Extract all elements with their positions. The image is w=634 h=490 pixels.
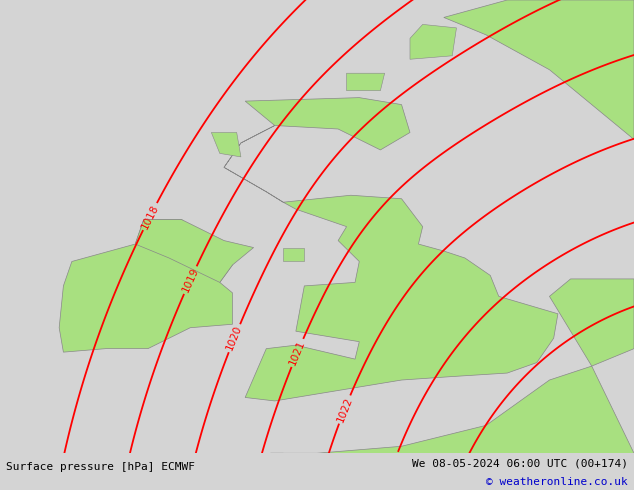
Polygon shape	[135, 220, 254, 282]
Text: © weatheronline.co.uk: © weatheronline.co.uk	[486, 477, 628, 487]
Polygon shape	[410, 24, 456, 59]
Text: 1024: 1024	[452, 454, 472, 482]
Polygon shape	[59, 220, 233, 352]
Polygon shape	[444, 0, 634, 140]
Polygon shape	[211, 132, 241, 157]
Text: We 08-05-2024 06:00 UTC (00+174): We 08-05-2024 06:00 UTC (00+174)	[411, 459, 628, 468]
Text: 1018: 1018	[139, 202, 160, 231]
Polygon shape	[224, 98, 558, 401]
Text: 1020: 1020	[225, 324, 244, 352]
Text: 1023: 1023	[384, 452, 402, 480]
Polygon shape	[283, 247, 304, 262]
Polygon shape	[550, 279, 634, 366]
Text: 1019: 1019	[180, 266, 200, 294]
Text: Surface pressure [hPa] ECMWF: Surface pressure [hPa] ECMWF	[6, 462, 195, 472]
Text: 1022: 1022	[335, 395, 354, 423]
Polygon shape	[271, 366, 634, 490]
Text: 1021: 1021	[288, 339, 307, 367]
Polygon shape	[347, 73, 385, 91]
